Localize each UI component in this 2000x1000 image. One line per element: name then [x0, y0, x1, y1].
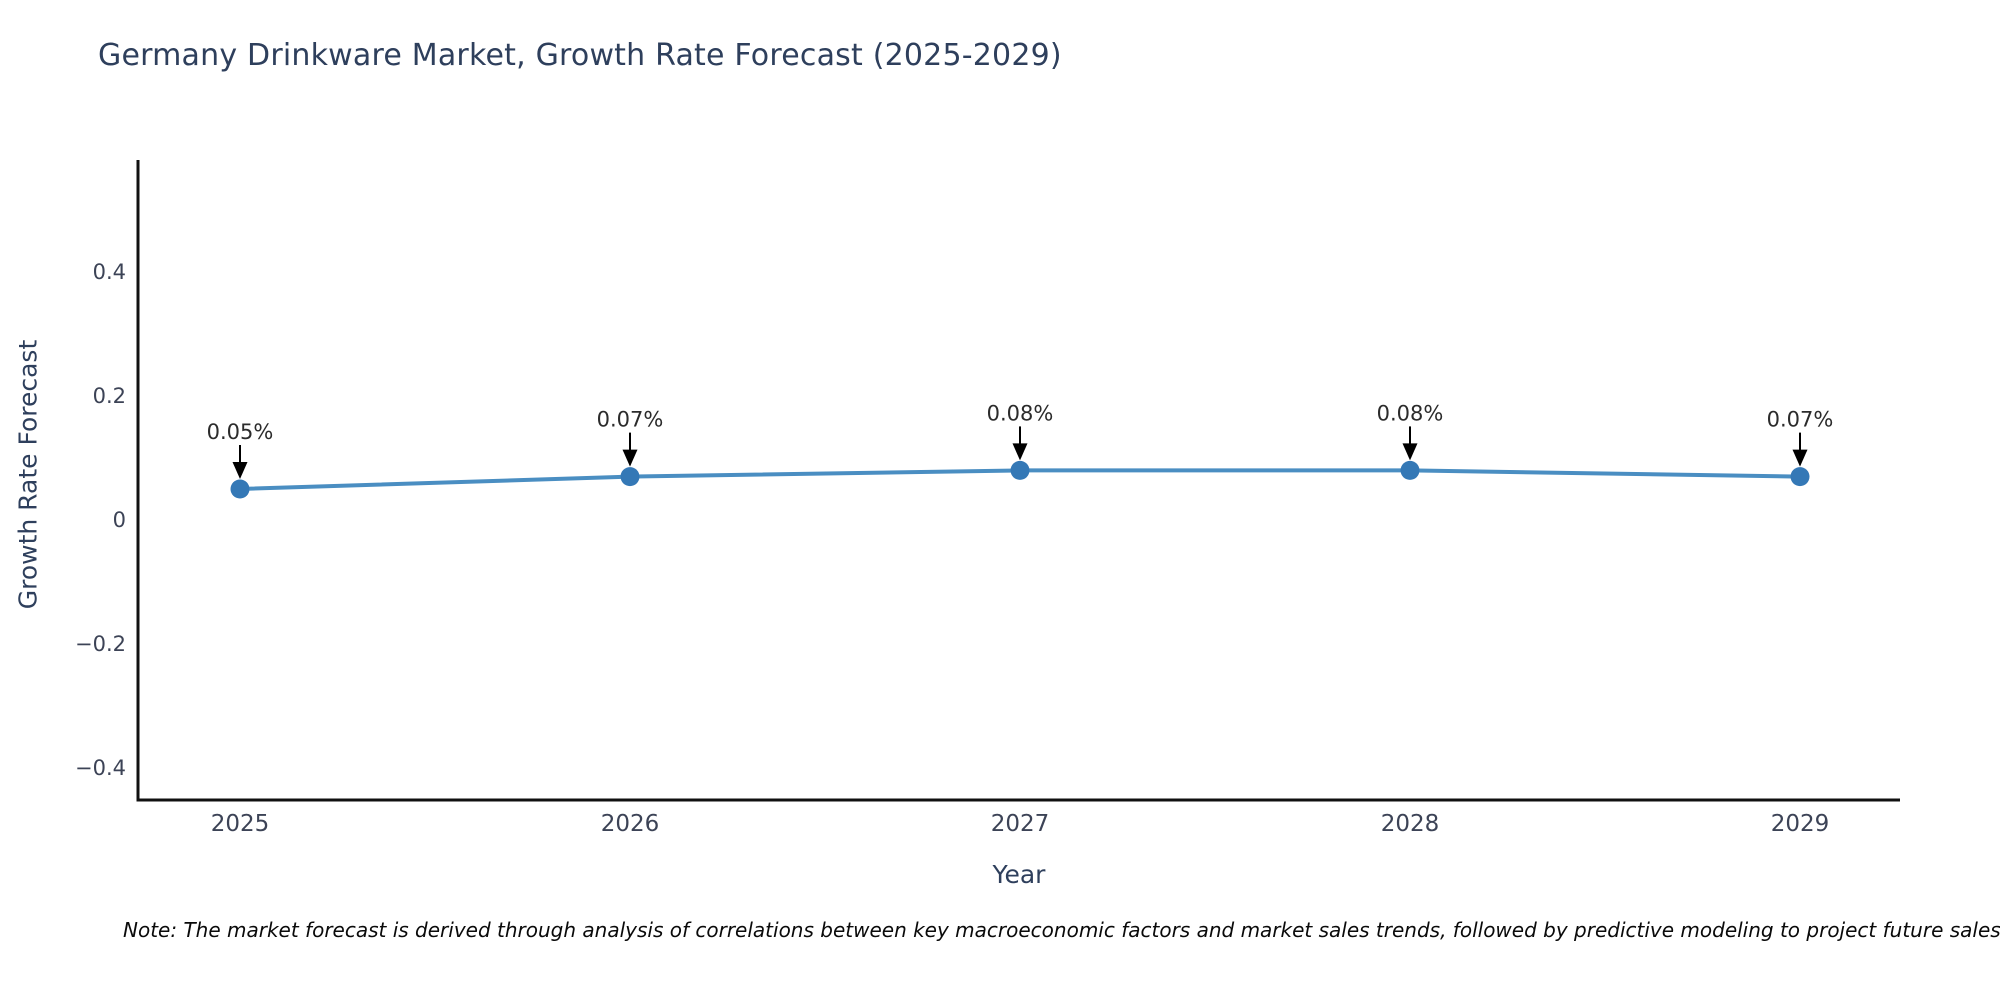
point-annotation: 0.05% — [207, 420, 274, 444]
footnote: Note: The market forecast is derived thr… — [123, 918, 2000, 942]
annotation-arrowhead — [1012, 443, 1028, 461]
x-tick-label: 2029 — [1771, 811, 1830, 837]
point-annotation: 0.08% — [1377, 401, 1444, 425]
data-point — [1790, 467, 1810, 487]
data-point — [1400, 460, 1420, 480]
x-tick-label: 2028 — [1381, 811, 1440, 837]
y-tick-label: −0.4 — [75, 756, 126, 780]
x-tick-label: 2025 — [211, 811, 270, 837]
y-tick-label: −0.2 — [75, 632, 126, 656]
annotation-arrowhead — [622, 449, 638, 467]
point-annotation: 0.07% — [597, 408, 664, 432]
y-tick-label: 0.2 — [93, 384, 126, 408]
x-tick-label: 2027 — [991, 811, 1050, 837]
annotation-arrowhead — [1402, 443, 1418, 461]
y-tick-label: 0.4 — [93, 260, 126, 284]
x-tick-label: 2026 — [601, 811, 660, 837]
data-point — [620, 467, 640, 487]
y-tick-label: 0 — [113, 508, 126, 532]
annotation-arrowhead — [1792, 449, 1808, 467]
point-annotation: 0.07% — [1767, 408, 1834, 432]
point-annotation: 0.08% — [987, 401, 1054, 425]
x-axis-title: Year — [992, 860, 1046, 889]
data-point — [1010, 460, 1030, 480]
chart-title: Germany Drinkware Market, Growth Rate Fo… — [98, 38, 1062, 73]
annotation-arrowhead — [232, 462, 248, 479]
data-point — [230, 479, 250, 499]
